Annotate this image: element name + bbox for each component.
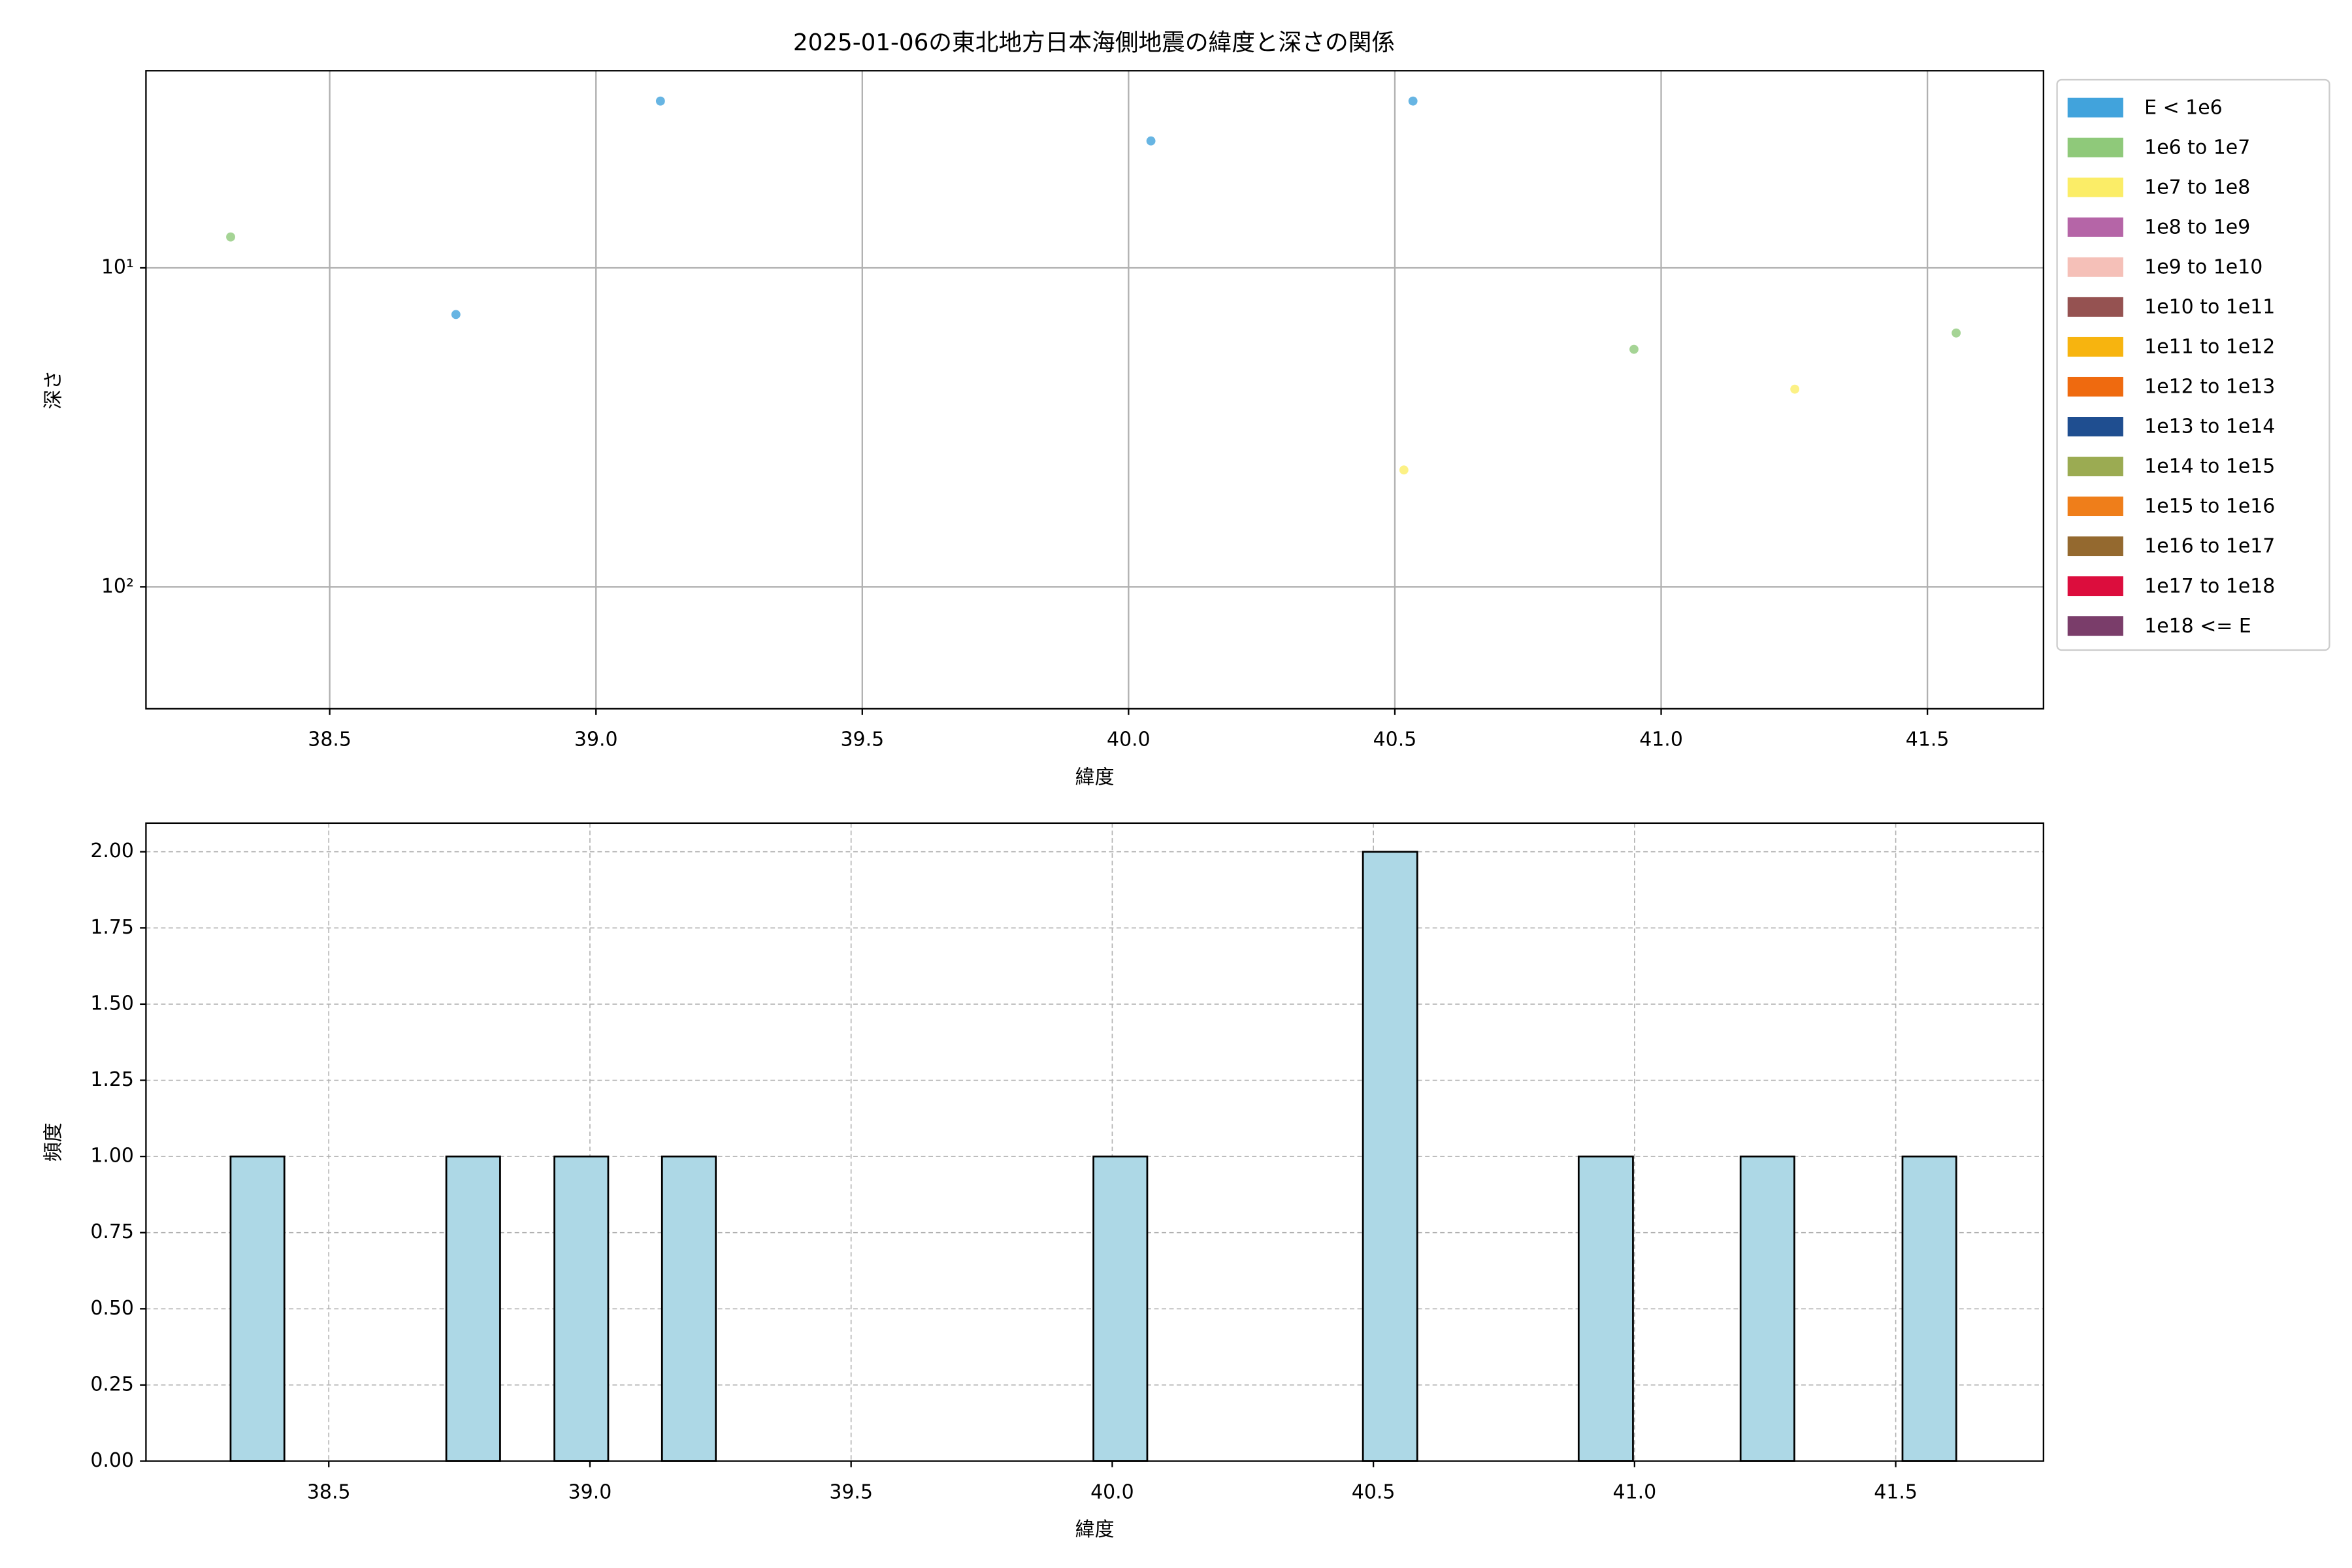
x-tick-label: 40.5 <box>1352 1480 1396 1503</box>
legend-swatch <box>2067 217 2123 237</box>
legend-label: 1e18 <= E <box>2144 615 2251 638</box>
y-tick-label: 0.00 <box>90 1449 134 1472</box>
point <box>1408 96 1418 106</box>
x-tick-label: 40.5 <box>1373 728 1417 751</box>
x-tick-label: 41.5 <box>1906 728 1950 751</box>
point <box>1790 384 1800 394</box>
legend-label: 1e12 to 1e13 <box>2144 376 2275 399</box>
y-tick-label: 0.25 <box>90 1373 134 1396</box>
point <box>451 310 461 319</box>
y-axis-label: 深さ <box>42 370 65 410</box>
plot-frame <box>145 70 2044 710</box>
point <box>1399 465 1409 475</box>
legend-label: 1e13 to 1e14 <box>2144 416 2275 438</box>
point <box>1952 328 1961 338</box>
point <box>1146 136 1156 146</box>
x-tick-label: 41.0 <box>1613 1480 1657 1503</box>
legend-swatch <box>2067 497 2123 517</box>
legend-label: 1e10 to 1e11 <box>2144 296 2275 319</box>
x-tick-label: 39.5 <box>829 1480 873 1503</box>
legend-swatch <box>2067 257 2123 277</box>
legend-label: 1e8 to 1e9 <box>2144 216 2250 238</box>
legend-swatch <box>2067 457 2123 476</box>
x-axis-label: 緯度 <box>1075 766 1115 789</box>
legend-label: 1e7 to 1e8 <box>2144 176 2250 199</box>
y-tick-label: 0.75 <box>90 1220 134 1243</box>
y-tick-label: 1.75 <box>90 916 134 939</box>
legend-swatch <box>2067 297 2123 317</box>
y-tick-label: 2.00 <box>90 840 134 862</box>
legend-box <box>2056 78 2330 651</box>
legend-swatch <box>2067 616 2123 636</box>
legend-label: 1e9 to 1e10 <box>2144 255 2262 278</box>
legend-swatch <box>2067 376 2123 397</box>
histogram-bar <box>445 1155 501 1462</box>
y-tick-label: 10¹ <box>101 256 134 279</box>
histogram-bar <box>1092 1155 1149 1462</box>
x-tick-label: 38.5 <box>308 728 351 751</box>
x-tick-label: 39.0 <box>568 1480 612 1503</box>
legend-label: 1e11 to 1e12 <box>2144 336 2275 359</box>
legend-label: 1e14 to 1e15 <box>2144 455 2275 478</box>
y-axis-label: 頻度 <box>42 1122 65 1162</box>
point <box>1629 344 1639 354</box>
legend-swatch <box>2067 177 2123 197</box>
x-tick-label: 41.0 <box>1639 728 1683 751</box>
legend-swatch <box>2067 97 2123 118</box>
x-tick-label: 41.5 <box>1874 1480 1918 1503</box>
histogram-bar <box>661 1155 717 1462</box>
legend-swatch <box>2067 536 2123 557</box>
x-tick-label: 38.5 <box>307 1480 351 1503</box>
histogram-bar <box>1362 851 1418 1462</box>
legend-label: 1e16 to 1e17 <box>2144 535 2275 558</box>
histogram-bar <box>1901 1155 1957 1462</box>
legend-swatch <box>2067 417 2123 436</box>
y-tick-label: 1.00 <box>90 1145 134 1168</box>
legend-label: E < 1e6 <box>2144 96 2223 119</box>
histogram-bar <box>553 1155 610 1462</box>
x-tick-label: 39.5 <box>840 728 884 751</box>
legend-label: 1e15 to 1e16 <box>2144 495 2275 518</box>
y-tick-label: 1.25 <box>90 1068 134 1091</box>
y-tick-label: 0.50 <box>90 1297 134 1320</box>
x-axis-label: 緯度 <box>1075 1518 1115 1541</box>
x-tick-label: 40.0 <box>1107 728 1151 751</box>
chart-title: 2025-01-06の東北地方日本海側地震の緯度と深さの関係 <box>793 29 1395 56</box>
x-tick-label: 40.0 <box>1090 1480 1134 1503</box>
point <box>655 96 665 106</box>
histogram-bar <box>1577 1155 1634 1462</box>
legend-label: 1e17 to 1e18 <box>2144 575 2275 598</box>
histogram-bar <box>1739 1155 1795 1462</box>
y-tick-label: 1.50 <box>90 992 134 1015</box>
plot-frame <box>145 822 2044 1462</box>
legend-swatch <box>2067 336 2123 357</box>
y-tick-label: 10² <box>101 575 134 598</box>
legend-label: 1e6 to 1e7 <box>2144 136 2250 159</box>
legend-swatch <box>2067 576 2123 596</box>
legend-swatch <box>2067 137 2123 157</box>
histogram-bar <box>229 1155 286 1462</box>
point <box>226 232 235 242</box>
x-tick-label: 39.0 <box>574 728 618 751</box>
